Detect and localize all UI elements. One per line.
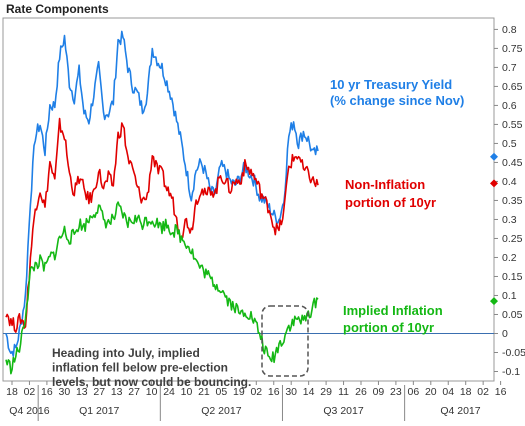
x-tick-label: 27 [128, 386, 140, 398]
x-tick-label: 05 [216, 386, 228, 398]
x-tick-label: 18 [460, 386, 472, 398]
y-axis: 0.8 0.75 0.7 0.65 0.6 0.55 0.5 0.45 0.4 0.35 0.3 0.… [494, 24, 525, 378]
callout-note-text: inflation fell below pre-election [52, 361, 228, 375]
series-end-marker [490, 152, 498, 161]
y-tick-label: 0.7 [502, 62, 517, 74]
plot-border [2, 17, 495, 382]
y-tick-label: 0.55 [502, 119, 523, 131]
x-tick-label: 27 [93, 386, 105, 398]
x-tick-label: 02 [24, 386, 36, 398]
x-tick-label: 20 [425, 386, 437, 398]
y-tick-label: 0.65 [502, 81, 523, 93]
x-tick-label: 21 [198, 386, 210, 398]
y-tick-label: 0.4 [502, 176, 517, 188]
y-tick-label: -0.05 [502, 347, 525, 359]
period-label: Q2 2017 [201, 405, 241, 417]
non-inflation-annotation-text: portion of 10yr [345, 195, 436, 210]
plot-frame [2, 17, 495, 382]
y-tick-label: 0.5 [502, 138, 517, 150]
series-line [5, 201, 319, 375]
x-tick-label: 26 [355, 386, 367, 398]
x-tick-label: 18 [6, 386, 18, 398]
x-tick-label: 02 [250, 386, 262, 398]
period-label: Q4 2017 [440, 405, 480, 417]
x-tick-label: 24 [163, 386, 175, 398]
x-tick-label: 04 [442, 386, 454, 398]
y-tick-label: 0.8 [502, 24, 517, 36]
treasury-annotation-text: (% change since Nov) [330, 93, 464, 108]
y-tick-label: 0.75 [502, 43, 523, 55]
y-tick-label: 0.25 [502, 233, 523, 245]
x-tick-label: 14 [303, 386, 315, 398]
non-inflation-annotation-text: Non-Inflation [345, 177, 425, 192]
x-tick-label: 13 [111, 386, 123, 398]
series-end-marker [490, 297, 498, 306]
x-tick-label: 29 [320, 386, 332, 398]
period-label: Q3 2017 [323, 405, 363, 417]
x-tick-label: 09 [373, 386, 385, 398]
y-tick-label: -0.1 [502, 366, 520, 378]
y-tick-label: 0.35 [502, 195, 523, 207]
x-tick-label: 30 [59, 386, 71, 398]
treasury-annotation-text: 10 yr Treasury Yield [330, 77, 452, 92]
y-tick-label: 0.05 [502, 309, 523, 321]
x-axis: 18 02 16 30 13 27 13 27 10 24 10 21 05 19 02 16 30 14 29 11… [6, 381, 507, 421]
x-tick-label: 16 [268, 386, 280, 398]
x-tick-label: 10 [146, 386, 158, 398]
y-tick-label: 0.2 [502, 252, 517, 264]
series-lines [5, 30, 319, 375]
implied-inflation-annotation-text: portion of 10yr [343, 320, 434, 335]
series-end-marker [490, 179, 498, 188]
y-tick-label: 0.6 [502, 100, 517, 112]
callout-note-text: Heading into July, implied [52, 346, 200, 360]
x-tick-label: 19 [233, 386, 245, 398]
series-end-markers [490, 152, 498, 306]
x-tick-label: 30 [285, 386, 297, 398]
x-tick-label: 13 [76, 386, 88, 398]
x-tick-label: 02 [477, 386, 489, 398]
series-line [5, 117, 319, 333]
x-tick-label: 16 [41, 386, 53, 398]
y-tick-label: 0.1 [502, 290, 517, 302]
highlight-dashed-box [261, 305, 309, 377]
x-tick-label: 10 [181, 386, 193, 398]
period-label: Q4 2016 [9, 405, 49, 417]
annotations: 10 yr Treasury Yield(% change since Nov)… [52, 77, 464, 389]
callout-note-text: levels, but now could be bouncing. [52, 375, 251, 389]
y-tick-label: 0.45 [502, 157, 523, 169]
implied-inflation-annotation-text: Implied Inflation [343, 303, 443, 318]
y-tick-label: 0 [502, 328, 508, 340]
x-tick-label: 16 [495, 386, 507, 398]
chart-title: Rate Components [6, 2, 109, 16]
period-label: Q1 2017 [79, 405, 119, 417]
series-line [5, 30, 319, 357]
y-tick-label: 0.15 [502, 271, 523, 283]
x-tick-label: 06 [408, 386, 420, 398]
x-tick-label: 23 [390, 386, 402, 398]
y-tick-label: 0.3 [502, 214, 517, 226]
x-tick-label: 11 [338, 386, 349, 398]
